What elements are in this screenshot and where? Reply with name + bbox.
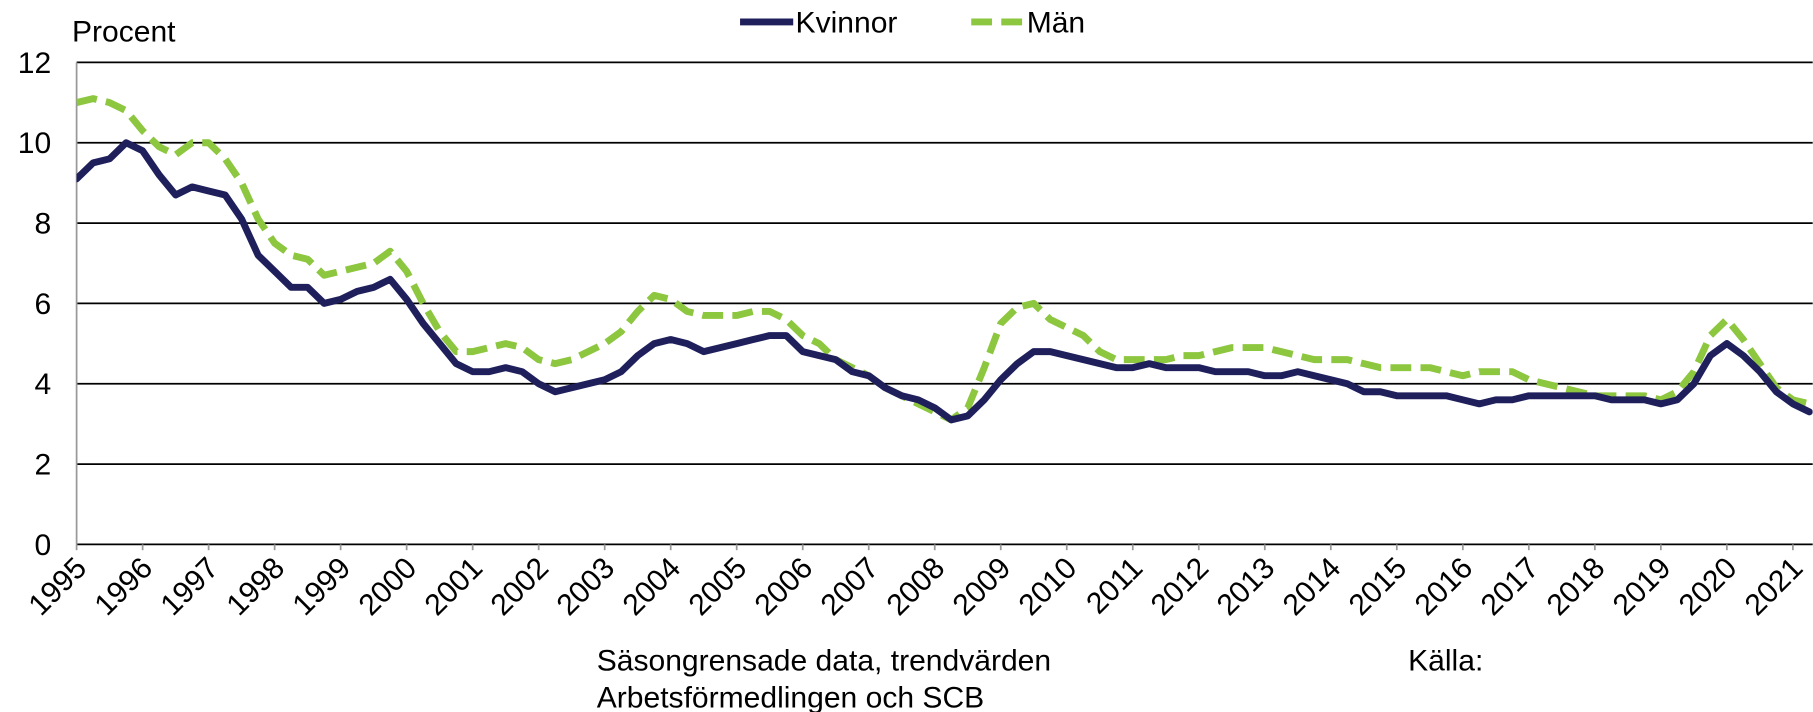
x-tick-label: 2006 [749,551,820,622]
y-tick-label: 8 [34,207,51,240]
x-tick-label: 1995 [23,551,94,622]
x-tick-label: 2014 [1277,551,1348,622]
x-tick-label: 2005 [683,551,754,622]
legend-label: Kvinnor [796,6,898,39]
x-tick-label: 2021 [1739,551,1810,622]
x-tick-label: 2017 [1475,551,1546,622]
y-tick-label: 12 [18,47,51,80]
x-tick-label: 2013 [1211,551,1282,622]
x-tick-label: 1996 [89,551,160,622]
x-tick-label: 2007 [815,551,886,622]
y-axis-label: Procent [72,16,176,49]
note: Säsongrensade data, trendvärden [597,644,1051,677]
x-tick-label: 2011 [1080,551,1149,620]
y-tick-label: 10 [18,127,51,160]
x-tick-label: 2019 [1607,551,1678,622]
legend-label: Män [1027,6,1085,39]
x-tick-label: 2004 [617,551,688,622]
x-tick-label: 1999 [287,551,358,622]
x-tick-label: 2009 [947,551,1018,622]
y-tick-label: 2 [34,448,51,481]
x-tick-label: 2020 [1673,551,1744,622]
x-tick-label: 2001 [419,551,490,622]
x-tick-label: 2003 [551,551,622,622]
x-tick-label: 2016 [1409,551,1480,622]
x-tick-label: 2000 [353,551,424,622]
y-tick-label: 0 [34,529,51,562]
x-tick-label: 2012 [1145,551,1216,622]
note: Arbetsförmedlingen och SCB [597,681,984,712]
series-line [76,95,1811,424]
x-tick-label: 2002 [485,551,556,622]
x-tick-label: 1998 [221,551,292,622]
series-line [76,139,1813,424]
x-tick-label: 1997 [155,551,226,622]
x-tick-label: 2015 [1343,551,1414,622]
y-tick-label: 4 [34,368,51,401]
x-tick-label: 2010 [1013,551,1084,622]
x-tick-label: 2008 [881,551,952,622]
x-tick-label: 2018 [1541,551,1612,622]
y-tick-label: 6 [34,288,51,321]
source-label: Källa: [1408,644,1483,677]
